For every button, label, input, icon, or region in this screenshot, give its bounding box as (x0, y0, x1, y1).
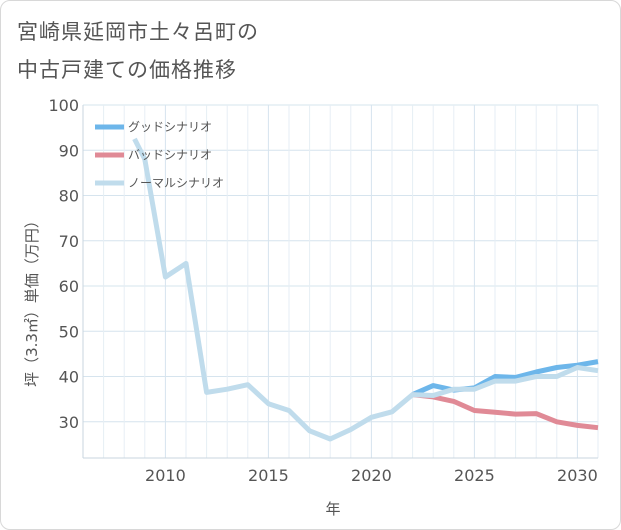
series-line-good (411, 359, 599, 397)
legend-label-bad: バッドシナリオ (128, 148, 212, 162)
series-line-normal (132, 137, 599, 442)
legend-label-good: グッドシナリオ (128, 120, 212, 134)
y-tick-label: 90 (59, 141, 79, 160)
x-tick-label: 2030 (557, 466, 598, 485)
y-tick-label: 70 (59, 232, 79, 251)
chart-title-line1: 宮崎県延岡市土々呂町の (17, 20, 259, 44)
series-line-bad (412, 392, 599, 431)
x-axis-label: 年 (325, 500, 340, 518)
y-tick-label: 80 (59, 187, 79, 206)
y-tick-label: 40 (59, 368, 79, 387)
y-axis-label: 坪（3.3㎡）単価（万円） (23, 213, 41, 387)
x-tick-label: 2010 (145, 466, 186, 485)
y-tick-label: 100 (48, 96, 79, 115)
x-tick-label: 2020 (351, 466, 392, 485)
y-tick-label: 50 (59, 322, 79, 341)
chart-title-line2: 中古戸建ての価格推移 (17, 58, 237, 82)
y-tick-label: 30 (59, 413, 79, 432)
legend-label-normal: ノーマルシナリオ (128, 176, 224, 190)
x-tick-label: 2025 (454, 466, 495, 485)
x-tick-label: 2015 (248, 466, 289, 485)
y-tick-label: 60 (59, 277, 79, 296)
